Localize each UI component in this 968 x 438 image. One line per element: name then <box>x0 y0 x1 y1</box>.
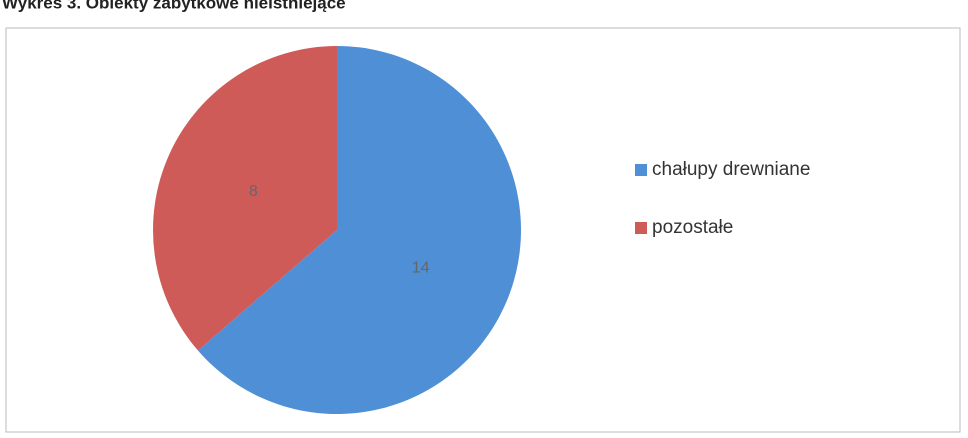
legend-swatch <box>635 222 647 234</box>
chart-title: Wykres 3. Obiekty zabytkowe nieistniejąc… <box>2 0 346 12</box>
legend-swatch <box>635 164 647 176</box>
legend-label: chałupy drewniane <box>652 159 810 180</box>
data-label: 14 <box>412 259 430 276</box>
data-label: 8 <box>249 183 258 200</box>
pie-slice <box>197 46 521 414</box>
legend-label: pozostałe <box>652 217 733 238</box>
pie-slice <box>152 46 337 351</box>
